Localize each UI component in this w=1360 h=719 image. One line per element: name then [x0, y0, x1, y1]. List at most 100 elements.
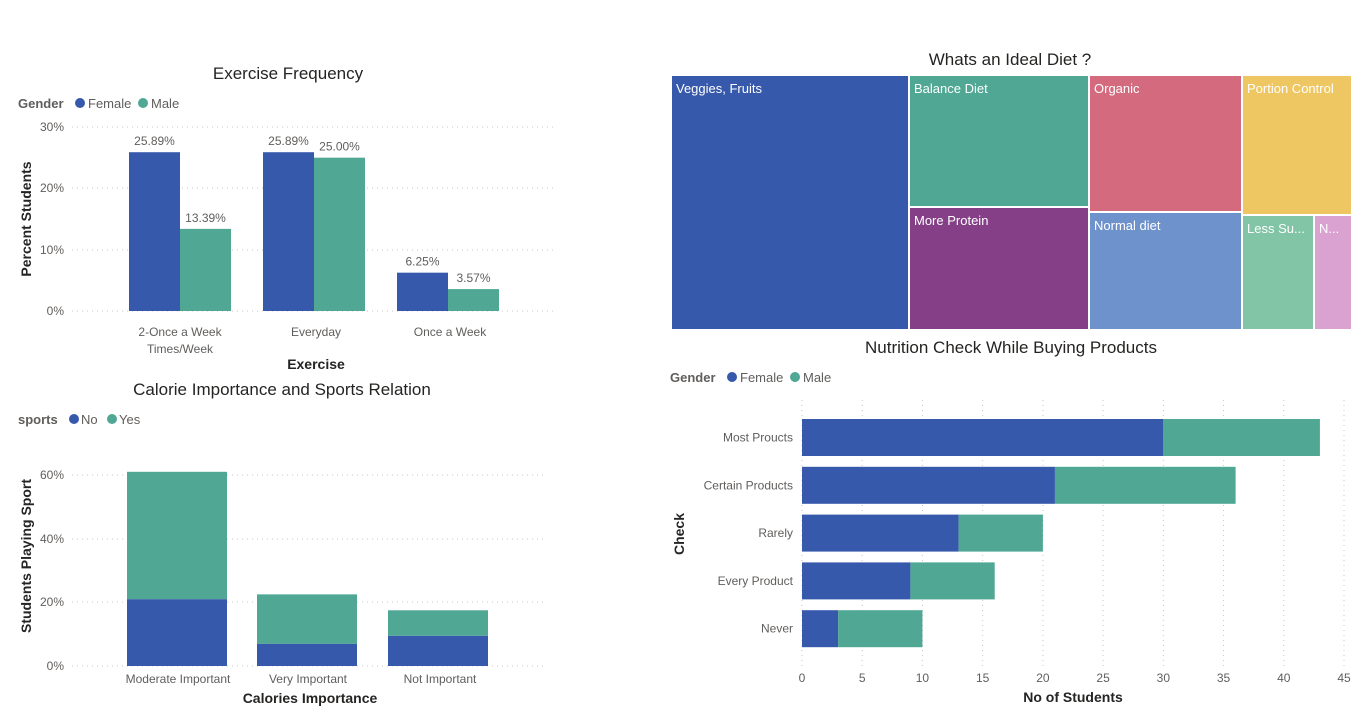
y-tick: 60%: [40, 468, 64, 482]
x-axis-title: Calories Importance: [243, 690, 378, 706]
bar-no[interactable]: [127, 599, 227, 666]
x-tick: 10: [916, 671, 930, 685]
legend-female-label[interactable]: Female: [88, 96, 131, 111]
treemap-cell[interactable]: [1088, 211, 1243, 331]
x-tick: 25: [1096, 671, 1110, 685]
y-tick: Every Product: [718, 574, 794, 588]
bar-no[interactable]: [388, 635, 488, 666]
chart-title: Nutrition Check While Buying Products: [865, 338, 1157, 357]
bar-no[interactable]: [257, 643, 357, 666]
bar-male[interactable]: [1054, 466, 1236, 504]
treemap-cell[interactable]: [1313, 214, 1353, 331]
x-tick: Once a Week: [414, 325, 487, 339]
treemap-cell[interactable]: [908, 206, 1090, 331]
bar-male[interactable]: [180, 228, 231, 311]
x-tick: 0: [799, 671, 806, 685]
legend-no-label[interactable]: No: [81, 412, 98, 427]
ideal-diet-treemap: Whats an Ideal Diet ? Veggies, Fruits Bal…: [670, 50, 1353, 331]
y-tick: 0%: [47, 304, 65, 318]
legend-female-label[interactable]: Female: [740, 370, 783, 385]
y-axis-title: Students Playing Sport: [18, 479, 34, 633]
y-axis-title: Percent Students: [18, 161, 34, 276]
treemap-label: Portion Control: [1247, 81, 1334, 96]
treemap-cell[interactable]: [1241, 74, 1353, 216]
legend-title: Gender: [670, 370, 716, 385]
x-tick: Very Important: [269, 672, 348, 686]
treemap-label: Veggies, Fruits: [676, 81, 762, 96]
data-label: 25.89%: [134, 134, 175, 148]
legend-male-label[interactable]: Male: [151, 96, 179, 111]
data-label: 13.39%: [185, 211, 226, 225]
y-tick: 40%: [40, 532, 64, 546]
bar-female[interactable]: [802, 514, 959, 552]
treemap-cell[interactable]: [908, 74, 1090, 208]
x-tick: Times/Week: [147, 342, 214, 356]
x-tick: 30: [1157, 671, 1171, 685]
bar-male[interactable]: [838, 610, 923, 648]
y-tick: Rarely: [758, 526, 793, 540]
x-tick: Not Important: [404, 672, 477, 686]
bar-yes[interactable]: [388, 610, 488, 636]
bar-female[interactable]: [802, 419, 1164, 456]
y-tick: 10%: [40, 243, 64, 257]
data-label: 25.89%: [268, 134, 309, 148]
bar-male[interactable]: [1163, 419, 1320, 456]
legend-male-label[interactable]: Male: [803, 370, 831, 385]
y-tick: 0%: [47, 659, 65, 673]
legend-male-marker[interactable]: [138, 98, 148, 108]
x-tick: Moderate Important: [126, 672, 231, 686]
legend-female-marker[interactable]: [75, 98, 85, 108]
bar-female[interactable]: [129, 152, 180, 311]
calorie-sports-chart: Calorie Importance and Sports Relation s…: [18, 380, 546, 706]
treemap-label: More Protein: [914, 213, 988, 228]
y-tick: 20%: [40, 181, 64, 195]
bar-male[interactable]: [910, 562, 995, 600]
y-axis-title: Check: [671, 513, 687, 555]
treemap-label: Balance Diet: [914, 81, 988, 96]
data-label: 6.25%: [405, 255, 439, 269]
x-tick: 15: [976, 671, 990, 685]
bar-male[interactable]: [958, 514, 1043, 552]
y-tick: Most Proucts: [723, 431, 793, 445]
y-tick: Certain Products: [704, 478, 793, 492]
nutrition-check-chart: Nutrition Check While Buying Products Ge…: [670, 338, 1351, 705]
legend-female-marker[interactable]: [727, 372, 737, 382]
treemap-cell[interactable]: [1088, 74, 1243, 213]
x-axis-title: No of Students: [1023, 689, 1123, 705]
legend-no-marker[interactable]: [69, 414, 79, 424]
bar-yes[interactable]: [127, 471, 227, 600]
y-tick: 20%: [40, 595, 64, 609]
chart-title: Exercise Frequency: [213, 64, 364, 83]
legend-title: Gender: [18, 96, 64, 111]
legend-yes-label[interactable]: Yes: [119, 412, 141, 427]
treemap-label: Organic: [1094, 81, 1140, 96]
x-axis-title: Exercise: [287, 356, 345, 372]
bar-female[interactable]: [397, 272, 448, 311]
legend-yes-marker[interactable]: [107, 414, 117, 424]
data-label: 25.00%: [319, 140, 360, 154]
x-tick: 20: [1036, 671, 1050, 685]
legend-male-marker[interactable]: [790, 372, 800, 382]
x-tick: 5: [859, 671, 866, 685]
legend-title: sports: [18, 412, 58, 427]
treemap-cell[interactable]: [1241, 214, 1315, 331]
chart-title: Calorie Importance and Sports Relation: [133, 380, 431, 399]
bar-female[interactable]: [802, 562, 911, 600]
treemap-cell[interactable]: [670, 74, 910, 331]
chart-title: Whats an Ideal Diet ?: [929, 50, 1092, 69]
y-tick: Never: [761, 622, 793, 636]
treemap-label: N...: [1319, 221, 1339, 236]
x-tick: 35: [1217, 671, 1231, 685]
bar-male[interactable]: [448, 289, 499, 311]
bar-female[interactable]: [263, 152, 314, 311]
treemap-label: Normal diet: [1094, 218, 1161, 233]
bar-yes[interactable]: [257, 594, 357, 644]
y-tick: 30%: [40, 120, 64, 134]
exercise-frequency-chart: Exercise Frequency Gender Female Male 30…: [18, 64, 556, 372]
bar-female[interactable]: [802, 610, 839, 648]
bar-female[interactable]: [802, 466, 1055, 504]
x-tick: 2-Once a Week: [138, 325, 222, 339]
bar-male[interactable]: [314, 157, 365, 311]
x-tick: 45: [1337, 671, 1351, 685]
x-tick: Everyday: [291, 325, 341, 339]
